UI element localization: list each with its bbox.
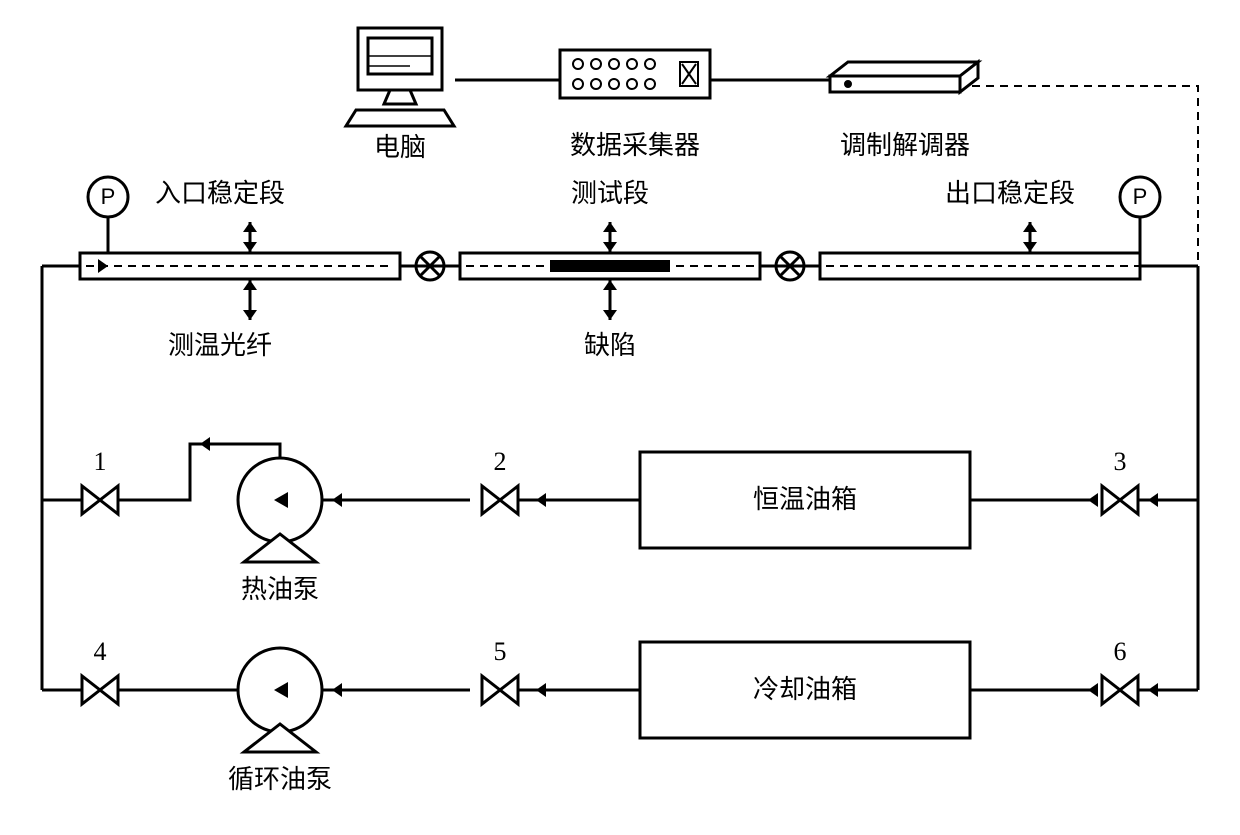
test-section-label: 测试段 [571, 179, 649, 208]
modem-label: 调制解调器 [840, 131, 970, 160]
computer-label: 电脑 [374, 133, 426, 162]
daq-label: 数据采集器 [570, 131, 700, 160]
valve-5-label: 5 [494, 637, 507, 666]
hot-tank-label: 恒温油箱 [753, 485, 857, 514]
inlet-label: 入口稳定段 [155, 179, 285, 208]
cold-tank-label: 冷却油箱 [753, 675, 857, 704]
valve-3-label: 3 [1114, 447, 1127, 476]
outlet-label: 出口稳定段 [945, 179, 1075, 208]
svg-text:P: P [1133, 184, 1148, 209]
valve-2-label: 2 [494, 447, 507, 476]
hot-pump-label: 热油泵 [241, 575, 319, 604]
cold-pump-label: 循环油泵 [228, 765, 332, 794]
defect-label: 缺陷 [584, 331, 636, 360]
valve-6-label: 6 [1114, 637, 1127, 666]
valve-1-label: 1 [94, 447, 107, 476]
svg-text:P: P [101, 184, 116, 209]
fiber-label: 测温光纤 [168, 331, 272, 360]
valve-4-label: 4 [94, 637, 107, 666]
